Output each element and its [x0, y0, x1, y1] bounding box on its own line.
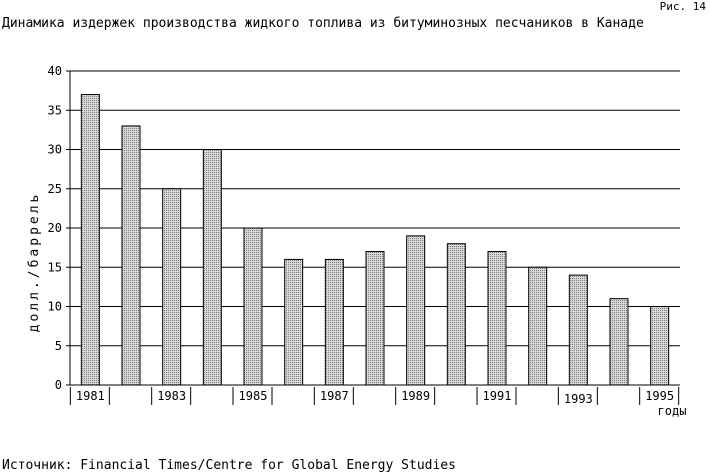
bar-1988	[365, 251, 385, 386]
bar-1994	[609, 298, 629, 386]
y-tick-label: 40	[48, 64, 62, 78]
x-tick-label: 1989	[401, 389, 430, 403]
bar-1984	[202, 149, 222, 386]
bar-1982	[121, 125, 141, 386]
bar-1985	[243, 227, 263, 386]
bar-1995	[650, 306, 670, 386]
x-tick-label: 1995	[645, 389, 674, 403]
bar-1992	[528, 266, 548, 386]
y-tick-label: 15	[48, 260, 62, 274]
axes	[66, 70, 680, 386]
x-tick-label: 1985	[239, 389, 268, 403]
x-tick-label: 1993	[564, 392, 593, 406]
bar-1991	[487, 251, 507, 386]
x-axis-label: годы	[658, 404, 687, 418]
x-tick-labels: 1981 1983 1985 1987 1989 1991 1993 1995	[69, 387, 680, 406]
y-axis-label: долл./баррель	[27, 192, 42, 333]
x-tick-label: 1987	[320, 389, 349, 403]
y-tick-label: 25	[48, 182, 62, 196]
y-tick-labels: 0 5 10 15 20 25 30 35 40	[48, 64, 62, 392]
bar-1990	[446, 243, 466, 386]
bar-1986	[284, 258, 304, 386]
x-tick-label: 1981	[76, 389, 105, 403]
bar-1993	[568, 274, 588, 386]
figure-label: Рис. 14	[659, 0, 706, 13]
bar-1983	[162, 188, 182, 386]
y-tick-label: 10	[48, 300, 62, 314]
bars	[80, 94, 670, 386]
y-tick-label: 35	[48, 103, 62, 117]
bar-1987	[324, 258, 344, 386]
x-tick-label: 1991	[483, 389, 512, 403]
bar-chart: 0 5 10 15 20 25 30 35 40 1981 1983 1985 1987 1989 199…	[27, 64, 687, 418]
x-tick-label: 1983	[157, 389, 186, 403]
y-tick-label: 20	[48, 221, 62, 235]
y-tick-label: 0	[55, 378, 62, 392]
bar-1981	[80, 94, 100, 386]
y-tick-label: 5	[55, 339, 62, 353]
y-tick-label: 30	[48, 143, 62, 157]
bar-1989	[406, 235, 426, 386]
source-note: Источник: Financial Times/Centre for Glo…	[2, 458, 456, 473]
chart-title: Динамика издержек производства жидкого т…	[2, 16, 644, 31]
